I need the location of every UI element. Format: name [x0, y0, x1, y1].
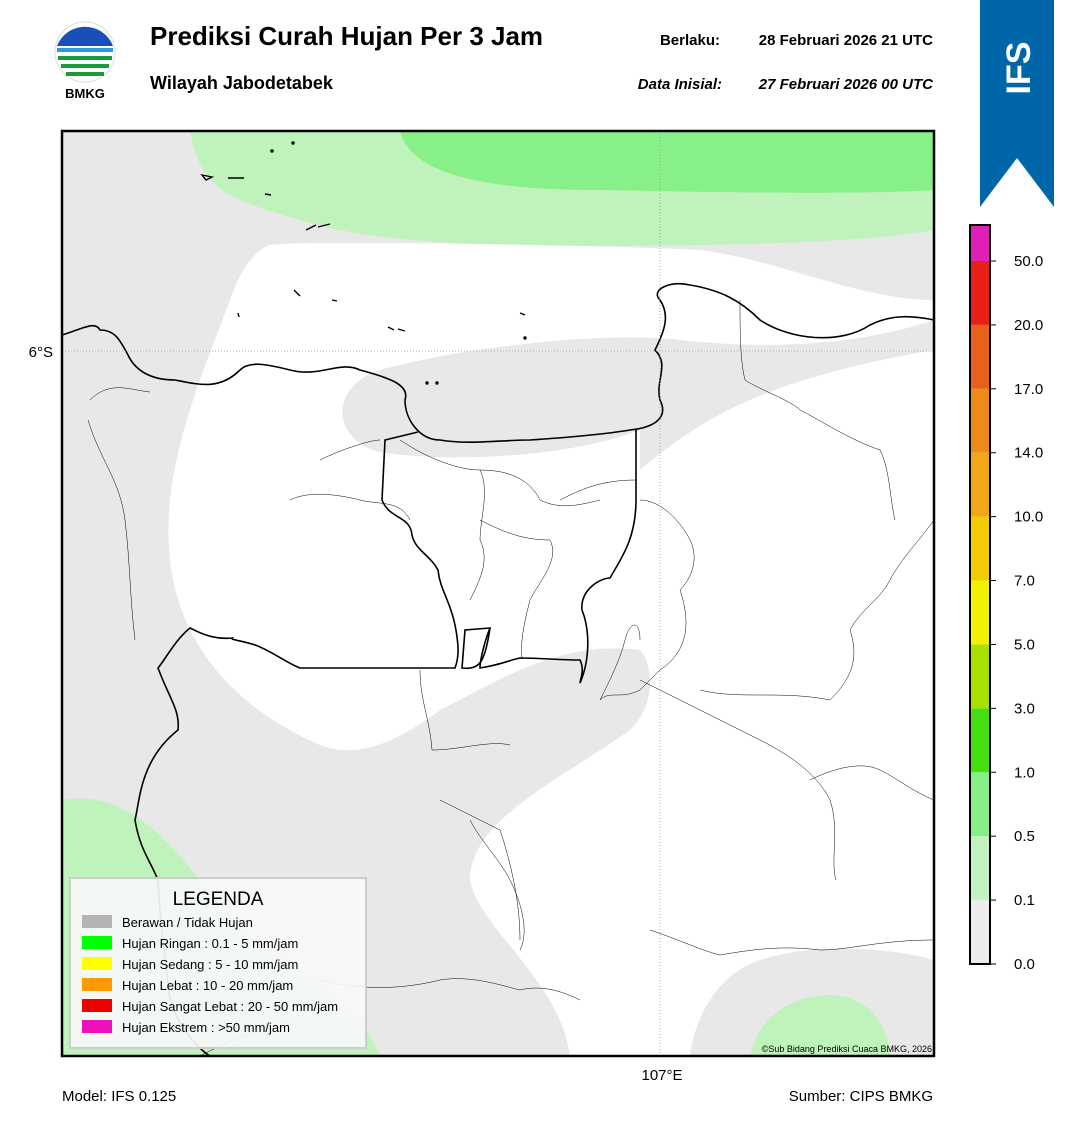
- logo-text: BMKG: [65, 86, 105, 101]
- colorbar-tick-label: 10.0: [1014, 509, 1043, 526]
- map-frame: [60, 129, 936, 1058]
- colorbar-tick-label: 0.5: [1014, 828, 1035, 845]
- colorbar-segment: [970, 836, 990, 901]
- legend-swatch: [82, 1020, 112, 1033]
- legend-swatch: [82, 978, 112, 991]
- colorbar-segment: [970, 261, 990, 325]
- init-time: 27 Februari 2026 00 UTC: [758, 76, 934, 93]
- legend-label: Berawan / Tidak Hujan: [122, 915, 253, 930]
- legend-label: Hujan Lebat : 10 - 20 mm/jam: [122, 978, 293, 993]
- colorbar-segment: [970, 225, 990, 261]
- colorbar-segment: [970, 516, 990, 581]
- colorbar-tick-label: 7.0: [1014, 573, 1035, 590]
- colorbar-segment: [970, 772, 990, 837]
- valid-label: Berlaku:: [660, 32, 720, 49]
- colorbar-tick-label: 0.0: [1014, 956, 1035, 973]
- colorbar-tick-label: 5.0: [1014, 636, 1035, 653]
- init-label: Data Inisial:: [638, 76, 722, 93]
- colorbar: 0.0 0.1 0.5 1.0 3.0 5.0 7.0 10.0 14.0 17.0 20.0 50.…: [969, 224, 1043, 973]
- legend-label: Hujan Sedang : 5 - 10 mm/jam: [122, 957, 298, 972]
- ifs-badge: IFS: [980, 0, 1054, 207]
- colorbar-tick-label: 0.1: [1014, 892, 1035, 909]
- colorbar-segment: [970, 900, 990, 964]
- colorbar-segment: [970, 708, 990, 773]
- colorbar-tick-label: 3.0: [1014, 700, 1035, 717]
- legend-swatch: [82, 915, 112, 928]
- colorbar-tick-label: 50.0: [1014, 253, 1043, 270]
- colorbar-segment: [970, 644, 990, 709]
- colorbar-segment: [970, 452, 990, 517]
- legend-swatch: [82, 936, 112, 949]
- model: Model: IFS 0.125: [62, 1088, 176, 1105]
- source: Sumber: CIPS BMKG: [789, 1088, 933, 1105]
- title: Prediksi Curah Hujan Per 3 Jam: [150, 21, 543, 51]
- lat-label: 6°S: [29, 344, 53, 361]
- colorbar-segment: [970, 324, 990, 389]
- colorbar-segment: [970, 580, 990, 645]
- lon-label: 107°E: [641, 1067, 682, 1084]
- colorbar-frame: [969, 224, 991, 965]
- legend-swatch: [82, 957, 112, 970]
- colorbar-tick-label: 14.0: [1014, 445, 1043, 462]
- legend-label: Hujan Sangat Lebat : 20 - 50 mm/jam: [122, 999, 338, 1014]
- legend-label: Hujan Ekstrem : >50 mm/jam: [122, 1020, 290, 1035]
- valid-time: 28 Februari 2026 21 UTC: [759, 32, 933, 49]
- legend-title: LEGENDA: [173, 889, 264, 910]
- copyright: ©Sub Bidang Prediksi Cuaca BMKG, 2026: [762, 1044, 932, 1054]
- subtitle: Wilayah Jabodetabek: [150, 73, 334, 93]
- colorbar-tick-label: 20.0: [1014, 317, 1043, 334]
- colorbar-tick-label: 1.0: [1014, 764, 1035, 781]
- colorbar-segment: [970, 388, 990, 453]
- legend: LEGENDA Berawan / Tidak Hujan Hujan Ringa…: [69, 877, 367, 1049]
- colorbar-tick-label: 17.0: [1014, 381, 1043, 398]
- bmkg-logo: BMKG: [54, 21, 116, 101]
- badge-text: IFS: [1000, 42, 1038, 95]
- legend-label: Hujan Ringan : 0.1 - 5 mm/jam: [122, 936, 298, 951]
- legend-swatch: [82, 999, 112, 1012]
